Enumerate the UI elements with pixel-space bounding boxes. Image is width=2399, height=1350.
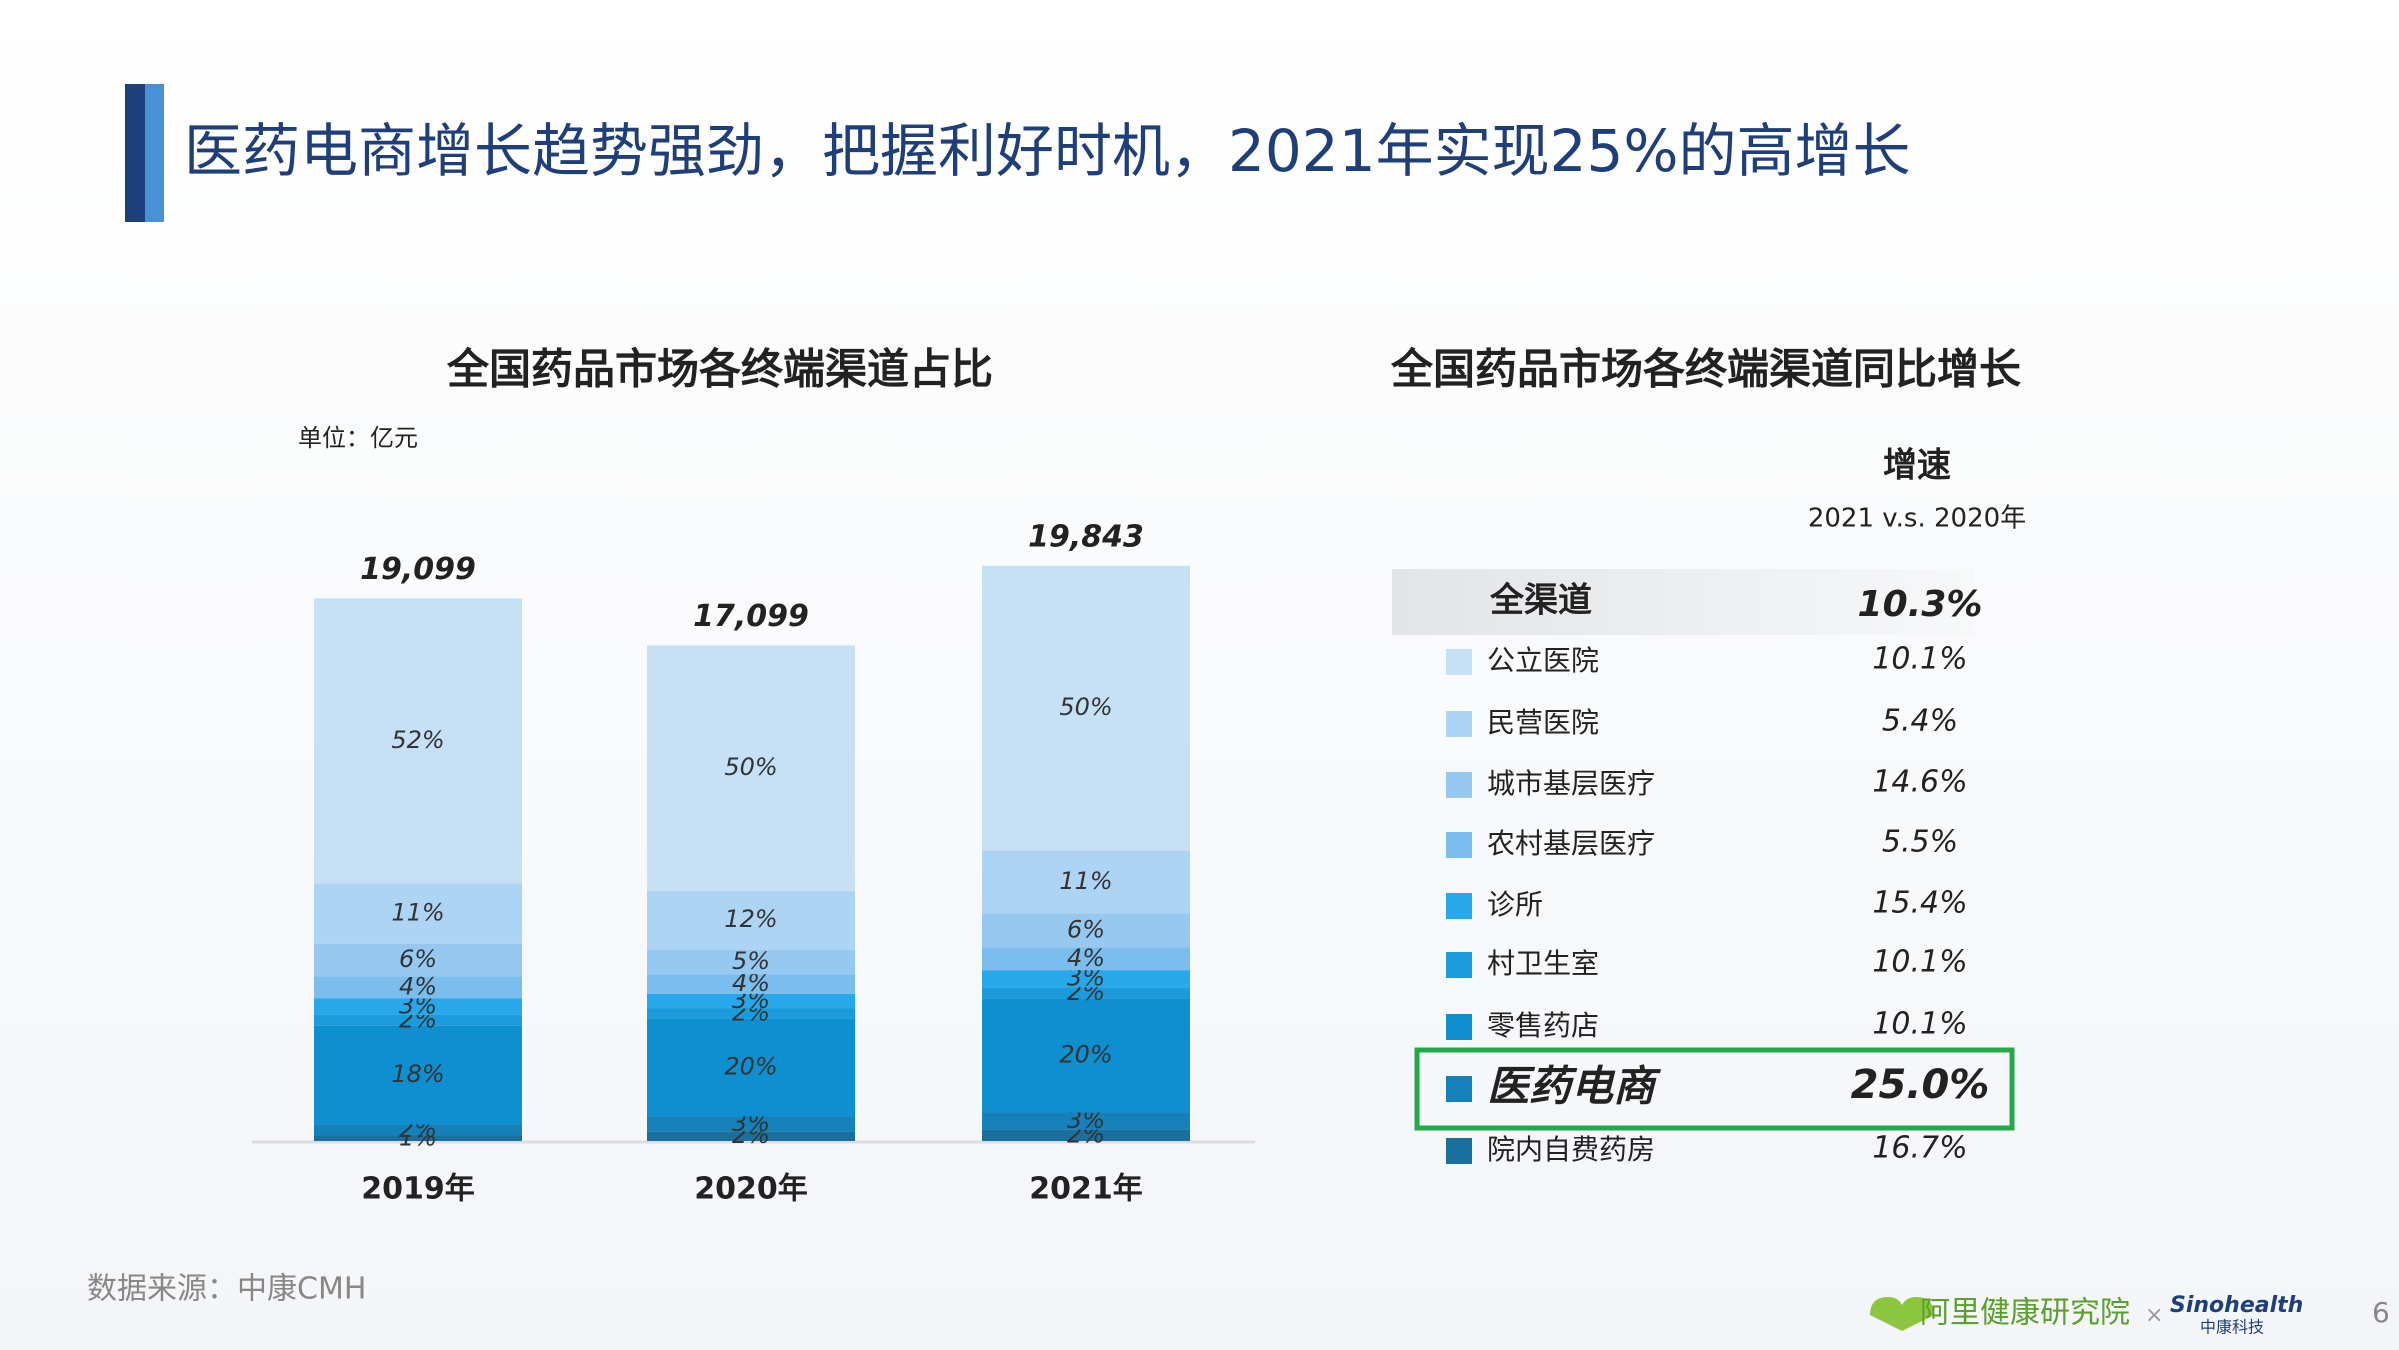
segment-label: 4% (1067, 944, 1105, 972)
segment-label: 6% (1067, 915, 1105, 943)
segment-label: 20% (1059, 1041, 1112, 1069)
growth-value: 10.1% (1872, 1007, 1967, 1042)
x-tick-label: 2020年 (694, 1172, 808, 1207)
growth-value: 10.1% (1872, 945, 1967, 980)
brand-separator: × (2145, 1303, 2163, 1328)
legend-swatch (1446, 893, 1472, 919)
growth-value: 10.1% (1872, 642, 1967, 677)
bar-segment (982, 987, 1190, 999)
brand-sub: 中康科技 (2200, 1318, 2264, 1337)
brand-icon (1870, 1297, 1934, 1331)
bar-segment (314, 1014, 522, 1026)
bar-segment (647, 1116, 855, 1132)
segment-label: 20% (724, 1052, 777, 1080)
legend-swatch (1446, 1014, 1472, 1040)
bar-segment (982, 998, 1190, 1113)
total-band (1392, 569, 1974, 635)
segment-label: 6% (399, 945, 437, 973)
segment-label: 11% (1059, 867, 1112, 895)
page-number: 6 (2372, 1296, 2390, 1329)
source: 数据来源：中康CMH (87, 1272, 366, 1307)
total-label: 17,099 (693, 599, 809, 634)
bar-segment (314, 883, 522, 944)
legend-label: 医药电商 (1487, 1062, 1662, 1111)
accent-bar (145, 84, 164, 222)
bar-segment (647, 890, 855, 950)
brand: 阿里健康研究院 (1920, 1296, 2130, 1331)
segment-label: 52% (391, 726, 444, 754)
bar-segment (314, 1124, 522, 1136)
legend-label: 农村基层医疗 (1487, 827, 1655, 860)
table-header: 增速 (1883, 446, 1951, 486)
accent-bar (125, 84, 145, 222)
bar-segment (647, 645, 855, 891)
total-name: 全渠道 (1489, 581, 1592, 621)
total-value: 10.3% (1858, 584, 1983, 625)
legend-label: 公立医院 (1487, 644, 1599, 677)
bar-segment (647, 993, 855, 1009)
bar-segment (647, 1131, 855, 1141)
legend-swatch (1446, 832, 1472, 858)
bar-segment (982, 947, 1190, 971)
slide-title: 医药电商增长趋势强劲，把握利好时机，2021年实现25%的高增长 (184, 117, 1911, 185)
table-subheader: 2021 v.s. 2020年 (1808, 504, 2026, 534)
total-label: 19,099 (360, 552, 476, 587)
table-title: 全国药品市场各终端渠道同比增长 (1390, 345, 2021, 394)
growth-value: 5.5% (1882, 825, 1958, 860)
growth-value: 16.7% (1872, 1131, 1967, 1166)
legend-swatch (1446, 1138, 1472, 1164)
legend-label: 院内自费药房 (1487, 1133, 1655, 1166)
bar-segment (982, 1129, 1190, 1141)
legend-swatch (1446, 649, 1472, 675)
chart-title: 全国药品市场各终端渠道占比 (446, 345, 993, 394)
growth-value: 5.4% (1882, 704, 1958, 739)
legend-label: 诊所 (1487, 888, 1543, 921)
bar-segment (647, 1018, 855, 1117)
bar-segment (314, 1135, 522, 1141)
total-label: 19,843 (1028, 519, 1144, 554)
growth-value: 25.0% (1851, 1062, 1990, 1108)
bar-segment (647, 974, 855, 994)
legend-swatch (1446, 772, 1472, 798)
x-tick-label: 2019年 (361, 1172, 475, 1207)
growth-value: 14.6% (1872, 765, 1967, 800)
bar-segment (314, 943, 522, 977)
bar-segment (314, 598, 522, 884)
segment-label: 50% (1059, 693, 1112, 721)
segment-label: 18% (391, 1060, 444, 1088)
segment-label: 12% (724, 905, 777, 933)
segment-label: 50% (724, 753, 777, 781)
bar-segment (982, 1112, 1190, 1130)
legend-swatch (1446, 952, 1472, 978)
bar-segment (314, 976, 522, 999)
bar-segment (314, 998, 522, 1015)
legend-swatch (1446, 711, 1472, 737)
segment-label: 11% (391, 899, 444, 927)
unit-label: 单位：亿元 (298, 424, 418, 452)
segment-label: 4% (399, 973, 437, 1001)
legend-label: 村卫生室 (1487, 947, 1599, 980)
legend-label: 民营医院 (1487, 706, 1599, 739)
brand: Sinohealth (2170, 1293, 2303, 1318)
highlight-box (1414, 1047, 2015, 1131)
bar-segment (982, 913, 1190, 948)
bar-segment (647, 1008, 855, 1019)
legend-label: 零售药店 (1487, 1009, 1599, 1042)
bar-segment (982, 565, 1190, 851)
bar-segment (647, 949, 855, 975)
bar-segment (982, 970, 1190, 988)
growth-value: 15.4% (1872, 886, 1967, 921)
x-tick-label: 2021年 (1029, 1172, 1143, 1207)
legend-swatch (1446, 1076, 1472, 1102)
legend-label: 城市基层医疗 (1487, 767, 1655, 800)
segment-label: 5% (732, 947, 770, 975)
bar-segment (982, 850, 1190, 914)
bar-segment (314, 1025, 522, 1125)
